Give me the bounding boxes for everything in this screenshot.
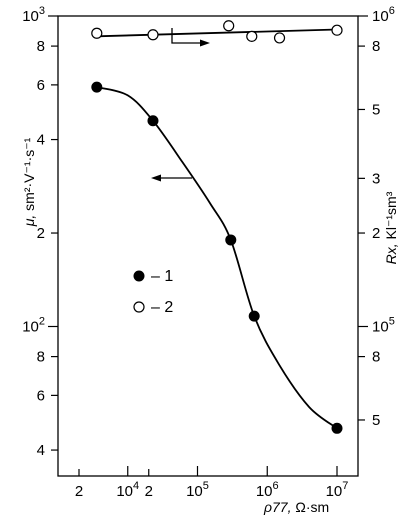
series-2-point: [331, 24, 343, 36]
right-tick-label: 5: [372, 101, 380, 118]
left-tick-label: 6: [37, 387, 45, 404]
left-tick-label: 4: [37, 442, 45, 459]
series-1-point: [331, 422, 343, 434]
right-tick-label: 8: [372, 349, 380, 366]
series-1-point: [248, 310, 260, 322]
xlabel-unit: Ω·sm: [295, 499, 329, 515]
svg-text:μ, sm²·V⁻¹·s⁻¹: μ, sm²·V⁻¹·s⁻¹: [21, 137, 37, 227]
bottom-tick-label: 104: [116, 480, 139, 500]
left-tick-label: 8: [37, 38, 45, 55]
legend-marker-filled-circle: [133, 270, 145, 282]
legend-label-2: – 2: [151, 299, 173, 316]
left-tick-label: 4: [37, 132, 45, 149]
right-tick-label: 3: [372, 170, 380, 187]
plot-frame: [57, 15, 359, 477]
ylabel-right-unit: Kl⁻¹sm³: [383, 191, 399, 239]
svg-text:Rx, Kl⁻¹sm³: Rx, Kl⁻¹sm³: [383, 191, 399, 264]
left-axis-tick-labels: 103 8 6 4 2 102 8 6 4: [22, 5, 45, 459]
left-tick-label: 2: [37, 225, 45, 242]
series-2-points: [91, 20, 343, 44]
bottom-tick-label: 106: [256, 480, 279, 500]
right-axis-title: Rx, Kl⁻¹sm³: [383, 191, 399, 264]
legend-marker-open-circle: [133, 301, 145, 313]
legend-item-2: – 2: [133, 299, 173, 316]
legend-item-1: – 1: [133, 268, 173, 285]
right-tick-label: 5: [372, 412, 380, 429]
right-tick-label: 2: [372, 225, 380, 242]
bottom-tick-label: 2: [75, 483, 83, 500]
series-2-point: [147, 29, 159, 41]
series-1-curve: [96, 86, 338, 430]
bottom-axis-ticks: [78, 466, 338, 476]
series-2-line: [96, 28, 338, 38]
arrow-to-left-axis: [151, 174, 192, 182]
right-tick-label: 8: [372, 38, 380, 55]
series-1-points: [91, 81, 343, 434]
left-axis-ticks: [48, 15, 58, 451]
legend: – 1 – 2: [133, 268, 173, 316]
right-axis-tick-labels: 106 8 5 3 2 105 8 5: [372, 5, 395, 429]
left-tick-label: 103: [22, 5, 45, 25]
arrow-to-right-axis: [171, 28, 210, 47]
series-1-point: [147, 115, 159, 127]
right-tick-label: 105: [372, 315, 395, 335]
series-2-point: [246, 30, 258, 42]
bottom-axis-tick-labels: 2 104 2 105 106 107: [75, 480, 349, 500]
series-2-point: [91, 27, 103, 39]
ylabel-left-unit: sm²·V⁻¹·s⁻¹: [21, 137, 37, 210]
series-1-point: [91, 81, 103, 93]
left-tick-label: 6: [37, 77, 45, 94]
bottom-tick-label: 105: [186, 480, 209, 500]
right-tick-label: 106: [372, 5, 395, 25]
bottom-tick-label: 107: [326, 480, 349, 500]
left-axis-title: μ, sm²·V⁻¹·s⁻¹: [21, 137, 37, 227]
left-tick-label: 8: [37, 349, 45, 366]
legend-label-1: – 1: [151, 268, 173, 285]
bottom-tick-label: 2: [145, 483, 153, 500]
right-axis-ticks: [358, 15, 368, 421]
series-1-point: [225, 234, 237, 246]
series-2-point: [273, 32, 286, 44]
left-tick-label: 102: [22, 315, 45, 335]
ylabel-left-symbol: μ,: [21, 215, 37, 228]
xlabel-symbol: ρ77,: [263, 499, 291, 515]
bottom-axis-title: ρ77, Ω·sm: [263, 499, 329, 515]
series-2-point: [223, 20, 235, 32]
ylabel-right-symbol: Rx,: [383, 243, 399, 264]
